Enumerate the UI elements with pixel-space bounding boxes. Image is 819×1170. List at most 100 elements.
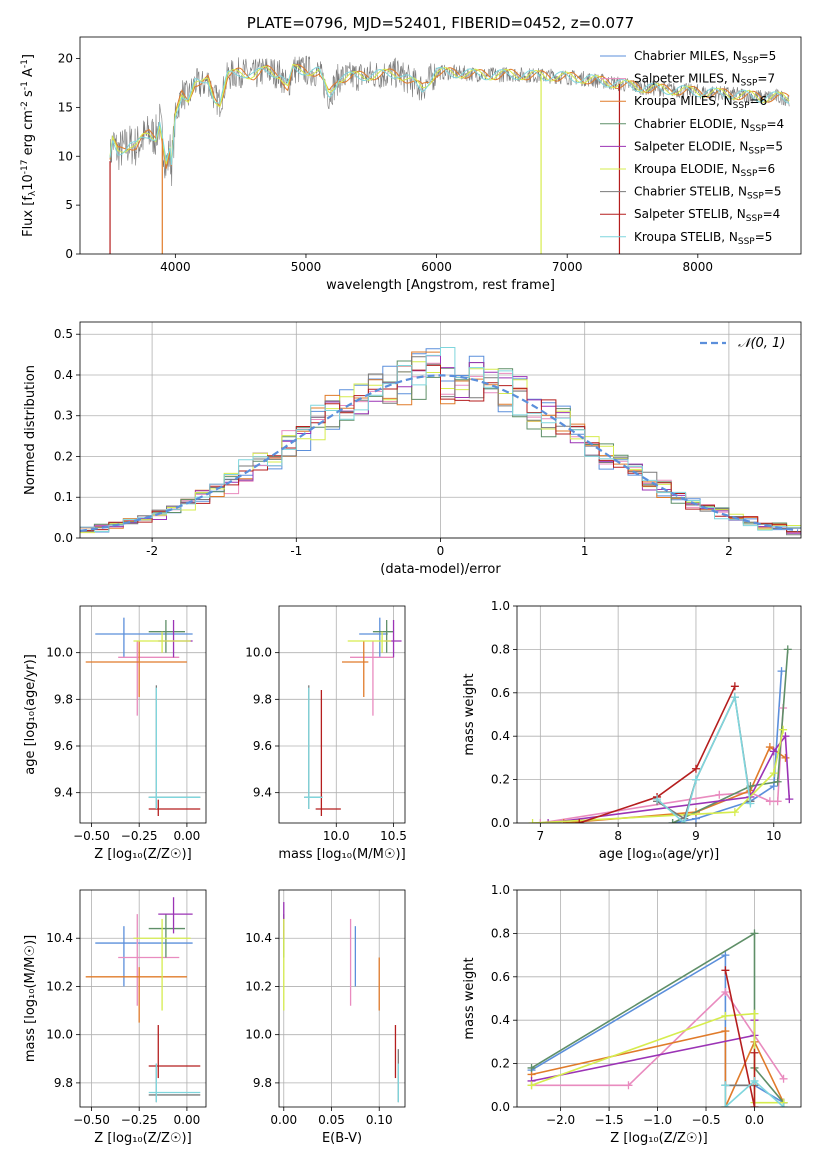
y-tick-label: 0.1: [54, 490, 73, 504]
x-tick-label: −0.25: [121, 829, 158, 843]
series-marker-kroupa_elodie: [750, 1009, 759, 1018]
series-marker-chabrier_elodie: [783, 645, 792, 654]
age_vs_mass-panel: 10.0 10.5 9.4 9.6 9.8 10.0 mass [log₁₀(M/M☉)]: [245, 605, 407, 862]
series-marker-kroupa_elodie: [527, 1081, 536, 1090]
legend-label-value: =4: [766, 117, 784, 131]
y-label-part: -1: [20, 59, 30, 68]
mass_weight_vs_Z-spines: [516, 889, 802, 1108]
age_vs_Z-plot-area: [85, 617, 201, 816]
legend-label-sub: SSP: [750, 124, 767, 134]
mass_vs_ebv-frame: 0.00 0.05 0.10 9.8 10.0 10.2 10.4 E(B-V): [245, 889, 406, 1146]
y-tick-label: 0: [65, 247, 73, 261]
legend-label-value: =6: [757, 162, 775, 176]
histogram-salpeter_stelib: [80, 364, 801, 533]
series-marker-salpeter_stelib: [721, 966, 730, 975]
x-tick-label: 10: [766, 829, 781, 843]
series-marker-kroupa_miles: [765, 743, 774, 752]
y-tick-label: 10: [58, 149, 73, 163]
series-marker-salpeter_miles: [765, 797, 774, 806]
normal-curve: [80, 374, 799, 532]
series-line-chabrier_elodie: [531, 931, 785, 1104]
y-tick-label: 0.0: [491, 1100, 510, 1114]
y-label-part: 10: [21, 174, 36, 191]
y-tick-label: 0.4: [491, 729, 510, 743]
y-tick-label: 9.8: [253, 1076, 272, 1090]
y-label-part: ]: [21, 54, 36, 59]
age_vs_mass-spines: [278, 605, 406, 824]
y-tick-label: 0.4: [54, 368, 73, 382]
x-tick-label: −0.5: [691, 1113, 720, 1127]
y-label-part: -1: [20, 81, 30, 90]
mass_vs_ebv-spines: [278, 889, 406, 1108]
x-tick-label: 0.05: [318, 1113, 345, 1127]
series-marker-kroupa_elodie: [528, 819, 537, 823]
series-marker-salpeter_elodie: [781, 732, 790, 741]
x-tick-label: 8000: [683, 260, 714, 274]
age_vs_mass-grid: [279, 606, 405, 823]
x-tick-label: 2: [725, 544, 733, 558]
y-tick-label: 9.6: [54, 739, 73, 753]
legend-label-sub: SSP: [741, 169, 758, 179]
series-marker-salpeter_elodie: [785, 795, 794, 804]
mass_weight_vs_Z-panel: −2.0 −1.5 −1.0 −0.5 0.0 0.0 0.2 0.4 0.6 0.8 1.0 Z […: [462, 883, 802, 1146]
residuals-plot-area: [80, 347, 801, 536]
legend-label-salpeter_miles: Salpeter MILES, NSSP=7: [634, 72, 775, 89]
series-marker-kroupa_stelib: [750, 1076, 759, 1085]
x-tick-label: -1: [290, 544, 302, 558]
age_vs_Z-panel: −0.50 −0.25 0.00 9.4 9.6 9.8 10.0 Z [log₁₀(Z/Z☉…: [23, 605, 207, 862]
mass_vs_Z-spines: [79, 889, 207, 1108]
series-marker-salpeter_miles: [779, 1074, 788, 1083]
series-marker-kroupa_stelib: [691, 775, 700, 784]
series-line-kroupa_stelib: [724, 1079, 785, 1107]
mass_vs_Z-panel: −0.50 −0.25 0.00 9.8 10.0 10.2 10.4 Z [log₁₀(Z/…: [23, 889, 207, 1146]
y-tick-label: 0.8: [491, 642, 510, 656]
x-tick-label: −1.0: [643, 1113, 672, 1127]
x-tick-label: −0.25: [121, 1113, 158, 1127]
mass_vs_Z-frame: −0.50 −0.25 0.00 9.8 10.0 10.2 10.4 Z [log₁₀(Z/…: [23, 889, 207, 1146]
mass_weight_vs_Z-plot-area: [527, 929, 788, 1107]
x-tick-label: −2.0: [546, 1113, 575, 1127]
y-tick-label: 10.0: [245, 646, 272, 660]
series-line-kroupa_stelib: [656, 694, 752, 823]
series-marker-kroupa_elodie: [721, 1011, 730, 1020]
legend-label-value: =4: [763, 207, 781, 221]
series-marker-chabrier_miles: [769, 782, 778, 791]
legend-label-text: Salpeter STELIB, N: [634, 207, 746, 221]
spectrum-x-axis-label: wavelength [Angstrom, rest frame]: [326, 278, 555, 293]
x-tick-label: 0.00: [174, 1113, 201, 1127]
series-marker-kroupa_elodie: [779, 725, 788, 734]
legend-label-sub: SSP: [748, 146, 765, 156]
y-label-part: λ: [28, 190, 38, 196]
age_vs_mass-plot-area: [304, 617, 402, 816]
spectrum-model-kroupa_miles: [109, 64, 790, 169]
y-tick-label: 10.2: [46, 979, 73, 993]
y-tick-label: 10.4: [46, 931, 73, 945]
spectrum-panel: 4000 5000 6000 7000 8000 0 5 10 15 20 wavelength […: [20, 14, 802, 293]
series-line-kroupa_elodie: [532, 729, 784, 823]
legend-label-sub: SSP: [738, 237, 755, 247]
y-tick-label: 0.0: [54, 531, 73, 545]
y-tick-label: 0.2: [491, 773, 510, 787]
series-line-kroupa_miles: [531, 1030, 785, 1107]
mass_weight_vs_age-x-axis-label: age [log₁₀(age/yr)]: [599, 847, 720, 862]
x-tick-label: 1: [581, 544, 589, 558]
x-tick-label: -2: [146, 544, 158, 558]
mass_weight_vs_age-frame: 7 8 9 10 0.0 0.2 0.4 0.6 0.8 1.0 age [log₁₀(age/yr…: [462, 599, 802, 862]
y-tick-label: 9.6: [253, 739, 272, 753]
series-marker-salpeter_miles: [721, 987, 730, 996]
y-tick-label: 15: [58, 100, 73, 114]
legend-label-sub: SSP: [741, 79, 758, 89]
series-marker-kroupa_stelib: [730, 693, 739, 702]
y-tick-label: 1.0: [491, 599, 510, 613]
spectrum-spines: [79, 36, 802, 255]
mass_vs_ebv-panel: 0.00 0.05 0.10 9.8 10.0 10.2 10.4 E(B-V): [245, 889, 406, 1146]
residuals-frame: -2 -1 0 1 2 0.0 0.1 0.2 0.3 0.4 0.5 (data-model)/er…: [23, 321, 802, 577]
age_vs_Z-x-axis-label: Z [log₁₀(Z/Z☉)]: [94, 847, 191, 862]
series-marker-salpeter_stelib: [730, 682, 739, 691]
x-tick-label: 9: [692, 829, 700, 843]
y-tick-label: 0.6: [491, 686, 510, 700]
series-marker-kroupa_stelib: [680, 819, 689, 823]
y-tick-label: 5: [65, 198, 73, 212]
legend-label-kroupa_elodie: Kroupa ELODIE, NSSP=6: [634, 162, 775, 179]
series-marker-salpeter_miles: [624, 1081, 633, 1090]
